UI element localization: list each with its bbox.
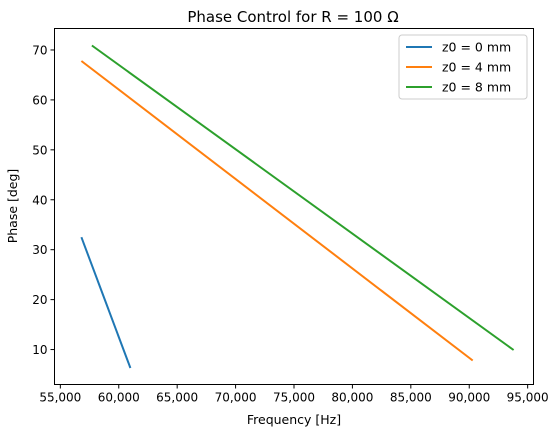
y-tick-label: 10 <box>32 343 47 357</box>
x-tick-label: 60,000 <box>98 391 140 405</box>
x-tick-label: 75,000 <box>273 391 315 405</box>
legend-label-0: z0 = 0 mm <box>442 40 511 55</box>
y-tick-label: 30 <box>32 243 47 257</box>
legend-box <box>398 34 528 100</box>
x-tick-label: 70,000 <box>215 391 257 405</box>
x-axis-label: Frequency [Hz] <box>247 412 341 427</box>
x-tick-label: 90,000 <box>448 391 490 405</box>
x-tick-label: 55,000 <box>39 391 81 405</box>
series-line-0 <box>80 236 132 369</box>
y-axis-label: Phase [deg] <box>5 169 20 244</box>
chart-title: Phase Control for R = 100 Ω <box>187 8 398 26</box>
legend-label-2: z0 = 8 mm <box>442 80 511 95</box>
x-axis: 55,000 60,000 65,000 70,000 75,000 80,000 85,0… <box>39 384 549 405</box>
legend-label-1: z0 = 4 mm <box>442 60 511 75</box>
series-layer <box>80 44 515 369</box>
y-tick-label: 70 <box>32 43 47 57</box>
y-tick-label: 40 <box>32 193 47 207</box>
x-tick-label: 65,000 <box>156 391 198 405</box>
legend: z0 = 0 mm z0 = 4 mm z0 = 8 mm <box>398 34 528 100</box>
y-axis: 10 20 30 40 50 60 70 <box>32 43 55 357</box>
x-tick-label: 80,000 <box>331 391 373 405</box>
y-tick-label: 60 <box>32 93 47 107</box>
y-tick-label: 50 <box>32 143 47 157</box>
x-tick-label: 95,000 <box>507 391 549 405</box>
series-line-1 <box>80 60 474 362</box>
series-line-2 <box>91 44 515 351</box>
y-tick-label: 20 <box>32 293 47 307</box>
x-tick-label: 85,000 <box>390 391 432 405</box>
